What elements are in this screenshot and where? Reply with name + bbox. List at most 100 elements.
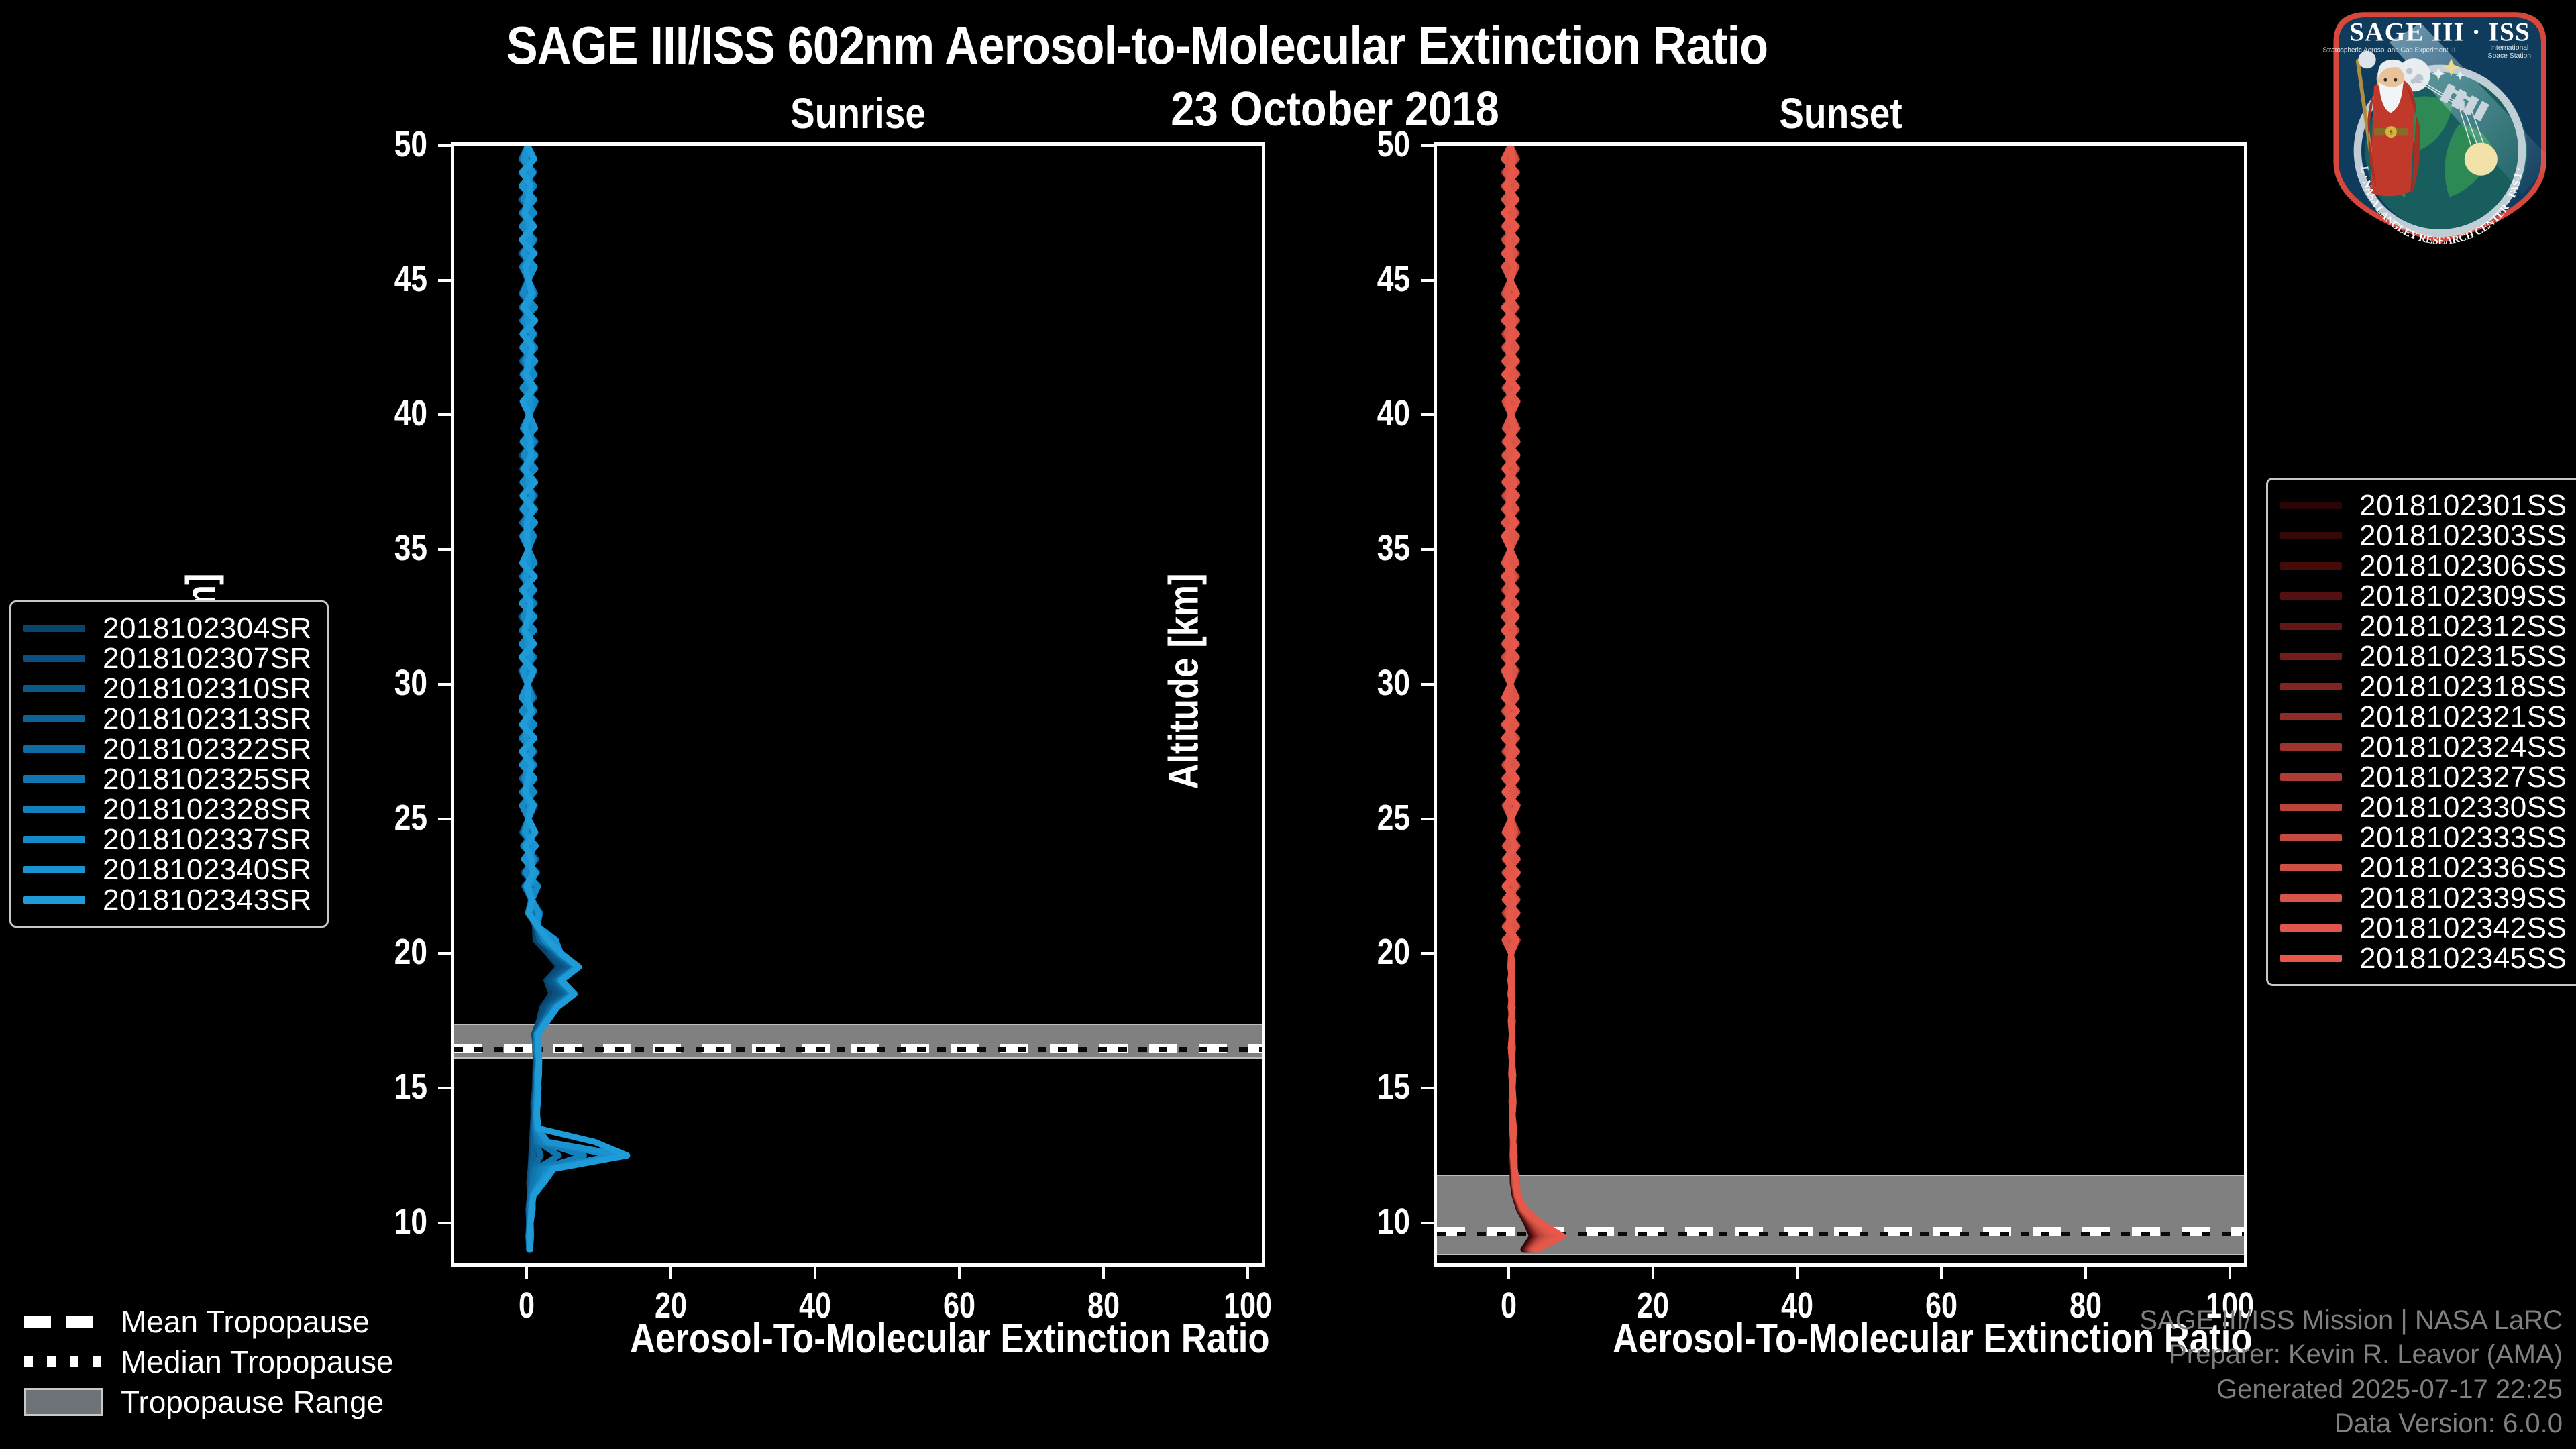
y-axis-tick	[438, 682, 453, 686]
legend-sunrise-item[interactable]: 2018102310SR	[23, 672, 312, 705]
y-axis-tick-label: 20	[394, 932, 427, 973]
tropopause-legend-item[interactable]: Tropopause Range	[24, 1382, 394, 1422]
x-axis-tick	[525, 1265, 528, 1279]
legend-sunset-item[interactable]: 2018102301SS	[2280, 488, 2567, 522]
legend-sunset-item[interactable]: 2018102336SS	[2280, 851, 2567, 884]
y-axis-tick-label: 20	[1377, 932, 1410, 973]
x-axis-tick	[1939, 1265, 1943, 1279]
y-axis-tick-label: 10	[1377, 1201, 1410, 1242]
y-axis-tick	[1421, 952, 1436, 955]
series-line	[521, 146, 627, 1250]
legend-sunrise-item[interactable]: 2018102340SR	[23, 853, 312, 886]
y-axis-tick	[1421, 1087, 1436, 1090]
series-lines-sunrise	[454, 146, 1262, 1263]
legend-item-label: 2018102303SS	[2359, 519, 2567, 552]
legend-item-label: 2018102343SR	[103, 883, 312, 916]
y-axis-tick	[438, 1221, 453, 1224]
panel-title-sunrise: Sunrise	[790, 89, 926, 138]
y-axis-tick-label: 35	[394, 528, 427, 569]
x-axis-tick	[1246, 1265, 1249, 1279]
y-axis-tick	[438, 952, 453, 955]
x-axis-tick-label: 60	[943, 1285, 975, 1326]
legend-item-label: 2018102324SS	[2359, 730, 2567, 763]
legend-color-swatch	[2280, 562, 2342, 570]
y-axis-tick	[1421, 278, 1436, 282]
legend-item-label: 2018102339SS	[2359, 881, 2567, 914]
legend-sunrise-item[interactable]: 2018102313SR	[23, 702, 312, 735]
x-axis-tick-label: 0	[518, 1285, 535, 1326]
plot-panel-sunrise	[451, 142, 1265, 1267]
legend-sunset-item[interactable]: 2018102315SS	[2280, 640, 2567, 673]
median-tropopause-line-sunset	[1437, 1231, 2244, 1236]
panel-title-sunset: Sunset	[1779, 89, 1902, 138]
legend-sunset-item[interactable]: 2018102303SS	[2280, 519, 2567, 552]
legend-color-swatch	[23, 745, 85, 753]
legend-sunrise-item[interactable]: 2018102343SR	[23, 883, 312, 916]
legend-item-label: 2018102307SR	[103, 641, 312, 675]
legend-item-label: 2018102310SR	[103, 672, 312, 705]
y-axis-tick	[1421, 144, 1436, 147]
legend-color-swatch	[2280, 834, 2342, 841]
legend-sunset-item[interactable]: 2018102306SS	[2280, 549, 2567, 582]
legend-sunset[interactable]: 2018102301SS 2018102303SS 2018102306SS 2018…	[2266, 478, 2576, 986]
credit-data-version: Data Version: 6.0.0	[2334, 1408, 2563, 1438]
legend-sunset-item[interactable]: 2018102333SS	[2280, 820, 2567, 854]
plot-area-sunrise	[454, 146, 1262, 1263]
y-axis-tick-label: 30	[394, 662, 427, 703]
legend-sunrise-item[interactable]: 2018102322SR	[23, 733, 312, 765]
x-axis-tick	[1102, 1265, 1105, 1279]
legend-sunrise-item[interactable]: 2018102307SR	[23, 641, 312, 675]
legend-color-swatch	[2280, 773, 2342, 781]
legend-item-label: 2018102312SS	[2359, 609, 2567, 643]
legend-sunset-item[interactable]: 2018102339SS	[2280, 881, 2567, 914]
legend-sunset-item[interactable]: 2018102324SS	[2280, 730, 2567, 763]
legend-item-label: 2018102313SR	[103, 702, 312, 735]
y-axis-tick-label: 45	[1377, 258, 1410, 299]
x-axis-tick	[1796, 1265, 1799, 1279]
legend-sunset-item[interactable]: 2018102330SS	[2280, 791, 2567, 824]
legend-sunset-item[interactable]: 2018102345SS	[2280, 941, 2567, 975]
y-axis-tick	[438, 144, 453, 147]
date-subtitle: 23 October 2018	[1171, 83, 1499, 136]
legend-sunset-item[interactable]: 2018102321SS	[2280, 700, 2567, 733]
legend-item-label: 2018102306SS	[2359, 549, 2567, 582]
x-axis-tick-label: 80	[2069, 1285, 2102, 1326]
legend-sunset-item[interactable]: 2018102318SS	[2280, 670, 2567, 703]
legend-sunrise-item[interactable]: 2018102328SR	[23, 792, 312, 826]
legend-item-label: 2018102336SS	[2359, 851, 2567, 884]
x-axis-tick-label: 100	[1223, 1285, 1272, 1326]
legend-item-label: 2018102345SS	[2359, 941, 2567, 975]
y-axis-tick-label: 25	[394, 797, 427, 838]
legend-item-label: 2018102328SR	[103, 792, 312, 826]
svg-text:S: S	[2390, 129, 2393, 136]
tropopause-legend-item[interactable]: Mean Tropopause	[24, 1301, 394, 1342]
tropopause-range-band-sunset	[1437, 1174, 2244, 1255]
legend-color-swatch	[2280, 623, 2342, 630]
legend-item-label: 2018102301SS	[2359, 488, 2567, 522]
logo-title: SAGE III · ISS	[2349, 17, 2530, 47]
y-axis-tick-label: 50	[394, 124, 427, 164]
legend-color-swatch	[2280, 804, 2342, 811]
legend-sunrise-item[interactable]: 2018102337SR	[23, 822, 312, 856]
legend-item-label: 2018102333SS	[2359, 820, 2567, 854]
legend-color-swatch	[2280, 864, 2342, 871]
tropopause-legend[interactable]: Mean Tropopause Median Tropopause Tropopau…	[24, 1301, 394, 1422]
legend-color-swatch	[2280, 955, 2342, 962]
legend-item-label: 2018102325SR	[103, 762, 312, 796]
legend-sunrise[interactable]: 2018102304SR 2018102307SR 2018102310SR 2018…	[9, 600, 329, 928]
legend-sunset-item[interactable]: 2018102342SS	[2280, 912, 2567, 945]
plot-panel-sunset	[1434, 142, 2247, 1267]
legend-sunset-item[interactable]: 2018102327SS	[2280, 761, 2567, 794]
legend-item-label: 2018102337SR	[103, 822, 312, 856]
legend-sunrise-item[interactable]: 2018102304SR	[23, 612, 312, 645]
legend-sunrise-item[interactable]: 2018102325SR	[23, 762, 312, 796]
y-axis-tick	[438, 548, 453, 551]
legend-sunset-item[interactable]: 2018102309SS	[2280, 579, 2567, 612]
legend-color-swatch	[23, 715, 85, 722]
legend-color-swatch	[2280, 653, 2342, 660]
legend-sunset-item[interactable]: 2018102312SS	[2280, 609, 2567, 643]
legend-item-label: 2018102309SS	[2359, 579, 2567, 612]
y-axis-tick-label: 40	[1377, 393, 1410, 434]
legend-color-swatch	[23, 896, 85, 904]
tropopause-legend-item[interactable]: Median Tropopause	[24, 1342, 394, 1382]
